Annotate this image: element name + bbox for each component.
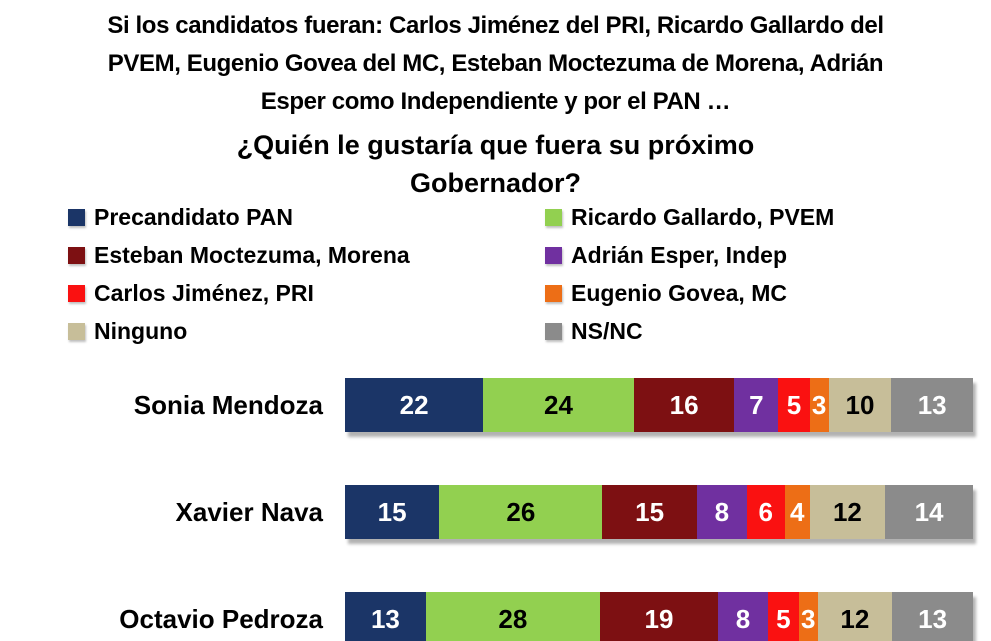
legend-item: Precandidato PAN [68, 204, 545, 231]
poll-title-line-3: Esper como Independiente y por el PAN … [260, 88, 731, 115]
legend-label: Ninguno [94, 318, 188, 344]
poll-question: ¿Quién le gustaría que fuera su próximo … [0, 126, 991, 202]
legend-color-swatch [68, 285, 85, 302]
legend-item: Adrián Esper, Indep [545, 242, 948, 269]
legend-item: Carlos Jiménez, PRI [68, 280, 545, 307]
bar-row: Octavio Pedroza 13 28 19 8 5 3 12 13 [0, 592, 973, 641]
bar-segment: 7 [734, 378, 779, 432]
legend-color-swatch [545, 323, 562, 340]
legend-item: Ninguno [68, 318, 545, 345]
legend-label: Carlos Jiménez, PRI [94, 280, 314, 306]
legend-label: Precandidato PAN [94, 204, 293, 230]
legend-item: NS/NC [545, 318, 948, 345]
bar-segment: 15 [602, 485, 697, 539]
bar-value: 22 [399, 389, 429, 420]
bar-segment: 13 [892, 592, 973, 641]
bar-segment: 5 [767, 592, 799, 641]
poll-question-line-1: ¿Quién le gustaría que fuera su próximo [236, 130, 755, 160]
bar-value: 16 [669, 389, 699, 420]
bar-value: 8 [714, 496, 730, 527]
poll-title: Si los candidatos fueran: Carlos Jiménez… [0, 7, 991, 121]
bar-value: 4 [789, 496, 805, 527]
bar-value: 13 [918, 603, 948, 634]
bar-value: 24 [544, 389, 573, 420]
legend-label: Esteban Moctezuma, Morena [94, 242, 410, 268]
legend-label: Ricardo Gallardo, PVEM [571, 204, 835, 230]
bar-track: 22 24 16 7 5 3 10 13 [345, 378, 973, 432]
bar-segment: 3 [809, 378, 829, 432]
legend-label: Eugenio Govea, MC [571, 280, 787, 306]
bar-value: 13 [370, 603, 400, 634]
legend: Precandidato PAN Ricardo Gallardo, PVEM Es… [68, 204, 948, 345]
bar-segment: 26 [439, 485, 603, 539]
bar-value: 15 [377, 496, 407, 527]
legend-color-swatch [545, 247, 562, 264]
bar-segment: 8 [696, 485, 747, 539]
legend-item: Ricardo Gallardo, PVEM [545, 204, 948, 231]
bar-segment: 16 [633, 378, 735, 432]
bar-segment: 19 [599, 592, 719, 641]
poll-title-line-1: Si los candidatos fueran: Carlos Jiménez… [107, 12, 884, 39]
bar-segment: 12 [809, 485, 886, 539]
bar-track: 13 28 19 8 5 3 12 13 [345, 592, 973, 641]
category-label: Sonia Mendoza [133, 389, 323, 420]
legend-color-swatch [68, 247, 85, 264]
legend-label: Adrián Esper, Indep [571, 242, 787, 268]
bar-value: 7 [749, 389, 764, 420]
bar-segment: 4 [784, 485, 810, 539]
bar-value: 13 [917, 389, 947, 420]
bar-segment: 12 [817, 592, 893, 641]
bar-track: 15 26 15 8 6 4 12 14 [345, 485, 974, 539]
bar-value: 26 [506, 496, 536, 527]
bar-segment: 10 [828, 378, 892, 432]
bar-value: 6 [758, 496, 773, 527]
bar-value: 12 [840, 603, 870, 634]
bar-value: 3 [801, 603, 816, 634]
bar-segment: 13 [891, 378, 973, 432]
bar-segment: 22 [345, 378, 484, 432]
bar-value: 19 [644, 603, 674, 634]
bar-value: 5 [786, 389, 802, 420]
bar-value: 5 [776, 603, 791, 634]
bar-value: 12 [832, 496, 862, 527]
bar-segment: 14 [885, 485, 974, 539]
legend-label: NS/NC [571, 318, 643, 344]
bar-segment: 13 [345, 592, 426, 641]
bar-segment: 24 [483, 378, 634, 432]
bar-value: 10 [845, 389, 875, 420]
poll-title-line-2: PVEM, Eugenio Govea del MC, Esteban Moct… [107, 50, 884, 77]
legend-item: Eugenio Govea, MC [545, 280, 948, 307]
bar-row: Sonia Mendoza 22 24 16 7 5 3 10 13 [0, 378, 973, 432]
bar-segment: 8 [718, 592, 768, 641]
legend-item: Esteban Moctezuma, Morena [68, 242, 545, 269]
legend-color-swatch [68, 209, 85, 226]
legend-color-swatch [68, 323, 85, 340]
bar-segment: 28 [425, 592, 600, 641]
bar-value: 15 [635, 496, 665, 527]
bar-value: 8 [735, 603, 751, 634]
bar-segment: 6 [746, 485, 785, 539]
bar-value: 28 [498, 603, 528, 634]
bar-value: 3 [811, 389, 827, 420]
bar-segment: 5 [778, 378, 810, 432]
bar-segment: 15 [345, 485, 440, 539]
category-label: Xavier Nava [175, 496, 323, 527]
legend-color-swatch [545, 285, 562, 302]
bar-row: Xavier Nava 15 26 15 8 6 4 12 14 [0, 485, 974, 539]
bar-segment: 3 [798, 592, 818, 641]
bar-value: 14 [914, 496, 944, 527]
poll-question-line-2: Gobernador? [409, 168, 581, 198]
legend-color-swatch [545, 209, 562, 226]
category-label: Octavio Pedroza [119, 603, 323, 634]
